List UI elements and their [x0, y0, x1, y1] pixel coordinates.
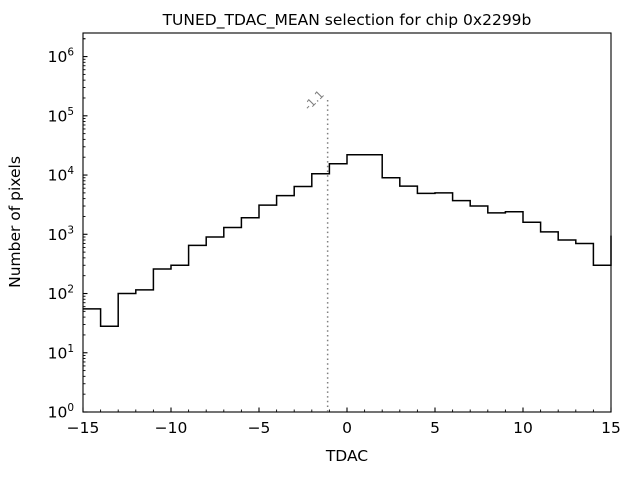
x-tick-label: −5 — [248, 419, 271, 437]
y-tick-label: 106 — [48, 47, 75, 67]
x-axis-label: TDAC — [325, 447, 368, 465]
histogram-series — [83, 154, 612, 328]
y-tick-label: 100 — [48, 402, 74, 422]
x-tick-label: 15 — [601, 419, 621, 437]
x-axis-ticks — [82, 407, 612, 412]
y-tick-label: 105 — [48, 106, 74, 126]
histogram-step-line — [83, 154, 612, 328]
y-axis-ticks — [83, 56, 88, 413]
y-tick-label: 101 — [48, 343, 74, 363]
annotation-group: -1.1 — [301, 87, 329, 412]
x-tick-label: 10 — [513, 419, 533, 437]
x-tick-label: −10 — [155, 419, 188, 437]
y-tick-label: 102 — [48, 284, 74, 304]
x-tick-label: 5 — [430, 419, 440, 437]
chart-title: TUNED_TDAC_MEAN selection for chip 0x229… — [162, 11, 532, 30]
y-axis-minor-ticks — [83, 38, 86, 395]
y-axis-tick-labels: 100 101 102 103 104 105 106 — [48, 47, 75, 422]
y-tick-label: 104 — [48, 165, 75, 185]
x-tick-label: −15 — [67, 419, 100, 437]
x-tick-label: 0 — [342, 419, 352, 437]
x-axis-minor-ticks — [100, 409, 594, 412]
x-axis-tick-labels: −15 −10 −5 0 5 10 15 — [67, 419, 621, 437]
vline-label: -1.1 — [301, 87, 327, 113]
y-tick-label: 103 — [48, 224, 74, 244]
y-axis-label: Number of pixels — [6, 156, 24, 288]
